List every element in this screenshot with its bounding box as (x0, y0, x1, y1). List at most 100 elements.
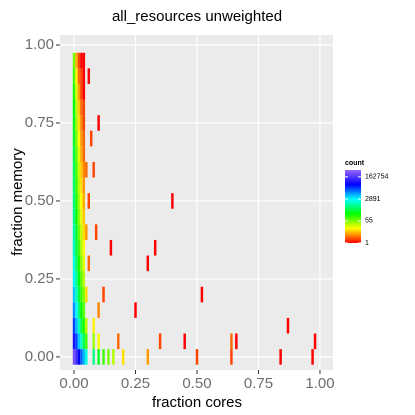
bin (77, 317, 81, 334)
bin (80, 333, 83, 350)
legend-label: 55 (365, 218, 373, 225)
bin (82, 224, 86, 240)
bin (80, 52, 83, 69)
bin (82, 193, 86, 209)
bin (77, 208, 81, 225)
bin (80, 83, 83, 100)
y-axis-title: fraction memory (9, 148, 26, 256)
bin (75, 333, 78, 350)
legend-label: 162754 (365, 174, 388, 181)
bin (72, 208, 76, 225)
bin (75, 115, 78, 131)
bin (77, 255, 81, 272)
bin (75, 317, 78, 334)
bin (97, 333, 100, 350)
bin (75, 83, 78, 100)
bin (117, 333, 120, 350)
bin (77, 99, 81, 116)
bin (82, 68, 86, 84)
x-tick-label: 0.50 (182, 375, 211, 392)
bin (77, 130, 81, 147)
bin (146, 255, 150, 272)
bin (107, 349, 110, 365)
bin (72, 224, 76, 240)
legend-label: 1 (365, 240, 369, 247)
bin (109, 239, 113, 256)
bin (72, 161, 76, 178)
bin (77, 271, 81, 287)
legend-label: 2891 (365, 196, 381, 203)
bin (77, 239, 81, 256)
bin (92, 333, 95, 350)
bin (77, 83, 81, 100)
bin (80, 208, 83, 225)
x-tick-label: 0.75 (244, 375, 273, 392)
bin (85, 224, 88, 240)
bin (72, 193, 76, 209)
bin (72, 146, 76, 162)
bin (75, 161, 78, 178)
bin (82, 177, 86, 194)
bin (75, 302, 78, 318)
bin (80, 130, 83, 147)
bin (80, 349, 83, 365)
bin (80, 286, 83, 303)
bin (80, 193, 83, 209)
bin (80, 161, 83, 178)
bin (94, 224, 98, 240)
bin (82, 161, 86, 178)
bin (77, 52, 81, 69)
bin (82, 333, 86, 350)
bin (77, 224, 81, 240)
bin (75, 255, 78, 272)
bin (82, 115, 86, 131)
bin (82, 349, 86, 365)
bin (77, 115, 81, 131)
bin (82, 286, 86, 303)
bin (77, 349, 81, 365)
bin (286, 317, 290, 334)
bin (72, 52, 76, 69)
x-tick-label: 0.25 (121, 375, 150, 392)
bin (85, 317, 88, 334)
bin (72, 255, 76, 272)
bin (72, 83, 76, 100)
bin (153, 239, 157, 256)
bin (75, 224, 78, 240)
bin (80, 99, 83, 116)
bin (82, 255, 86, 272)
bin (77, 68, 81, 84)
bin (87, 193, 91, 209)
bin (77, 286, 81, 303)
bin (75, 99, 78, 116)
bin (146, 349, 150, 365)
bin (75, 349, 78, 365)
bin (80, 68, 83, 84)
bin (90, 130, 93, 147)
y-tick-label: 0.25 (25, 270, 54, 287)
bin (85, 161, 88, 178)
bin (72, 349, 76, 365)
bin (77, 193, 81, 209)
bin (279, 349, 282, 365)
bin (97, 349, 100, 365)
bin (92, 161, 95, 178)
bin (82, 146, 86, 162)
bin (200, 286, 204, 303)
bin (72, 302, 76, 318)
bin (72, 130, 76, 147)
bin (72, 271, 76, 287)
y-tick-label: 0.50 (25, 192, 54, 209)
bin (75, 68, 78, 84)
bin (92, 317, 95, 334)
y-tick-label: 0.75 (25, 114, 54, 131)
bin (75, 271, 78, 287)
bin (311, 349, 314, 365)
bin (102, 286, 105, 303)
bin (82, 208, 86, 225)
bin (195, 349, 199, 365)
bin (82, 317, 86, 334)
bin (75, 52, 78, 69)
bin (102, 349, 105, 365)
